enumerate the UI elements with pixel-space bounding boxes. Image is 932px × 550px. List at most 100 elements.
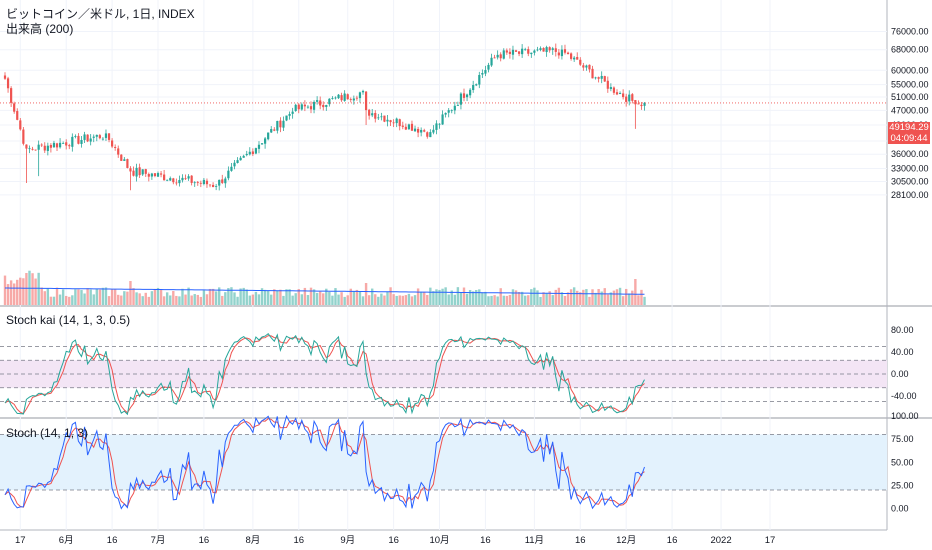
candle-body (294, 104, 297, 111)
candle-body (135, 167, 138, 177)
volume-bar (211, 288, 215, 305)
candle-body (22, 129, 25, 144)
volume-bar (221, 295, 224, 305)
candle-body (101, 138, 105, 140)
volume-bar (135, 292, 138, 305)
time-label: 17 (765, 535, 776, 546)
volume-bar (490, 295, 493, 305)
volume-bar (31, 273, 34, 305)
volume-bar (352, 291, 356, 305)
volume-bar (355, 289, 359, 305)
volume-bar (401, 295, 404, 305)
stoch-tick-label: 25.00 (891, 480, 914, 490)
volume-bar (3, 275, 7, 305)
volume-bar (640, 289, 643, 305)
volume-bar (444, 287, 447, 305)
symbol-title[interactable]: ビットコイン／米ドル, 1日, INDEX (6, 7, 195, 21)
volume-bar (288, 289, 291, 305)
stoch-kai-legend[interactable]: Stoch kai (14, 1, 3, 0.5) (6, 313, 131, 327)
countdown-tag: 04:09:44 (888, 133, 930, 144)
time-label: 8月 (245, 535, 260, 546)
candle-body (472, 85, 475, 91)
candle-body (521, 48, 524, 55)
time-label: 7月 (151, 535, 166, 546)
volume-bar (208, 288, 212, 305)
candle-body (383, 115, 386, 122)
stoch-tick-label: 100.00 (891, 411, 919, 421)
volume-bar (92, 294, 95, 305)
volume-bar (263, 289, 267, 305)
kai-tick-label: 80.00 (891, 325, 914, 335)
volume-bar (40, 287, 43, 305)
candle-body (40, 144, 43, 146)
volume-bar (566, 292, 570, 305)
volume-bar (603, 288, 606, 305)
volume-bar (609, 292, 613, 305)
volume-bar (481, 292, 484, 305)
candle-body (144, 169, 147, 174)
volume-bar (254, 291, 258, 305)
volume-bar (520, 291, 524, 305)
candle-body (435, 123, 438, 130)
candle-body (117, 148, 120, 155)
volume-legend[interactable]: 出来高 (200) (6, 22, 74, 36)
time-label: 16 (575, 535, 586, 546)
time-label: 11月 (525, 535, 544, 546)
candle-body (3, 75, 7, 79)
volume-bar (309, 287, 313, 305)
candle-body (141, 169, 144, 175)
volume-bar (389, 287, 392, 305)
time-label: 9月 (340, 535, 355, 546)
volume-bar (282, 295, 285, 305)
volume-bar (266, 290, 270, 305)
candle-body (306, 106, 310, 108)
candle-body (612, 87, 616, 93)
candle-body (637, 103, 640, 105)
candle-body (169, 178, 172, 181)
volume-bar (493, 295, 496, 305)
volume-bar (98, 289, 102, 305)
volume-bar (328, 291, 331, 305)
candle-body (163, 174, 166, 181)
volume-bar (569, 289, 573, 305)
volume-bar (349, 288, 352, 305)
volume-bar (276, 290, 279, 305)
candle-body (432, 129, 435, 133)
volume-bar (71, 295, 74, 305)
candle-body (25, 144, 28, 149)
candle-body (505, 50, 508, 53)
time-label: 2022 (710, 535, 731, 546)
volume-bar (511, 289, 515, 305)
stoch-legend[interactable]: Stoch (14, 1, 3) (6, 426, 89, 440)
candle-body (31, 148, 34, 150)
stoch-tick-label: 0.00 (891, 504, 909, 514)
candle-body (570, 53, 573, 59)
candle-body (478, 74, 481, 85)
volume-bar (450, 290, 453, 305)
candle-body (37, 144, 40, 150)
candle-body (496, 54, 499, 58)
volume-bar (456, 287, 460, 305)
candle-body (77, 135, 80, 144)
candle-body (248, 151, 251, 155)
candle-body (429, 132, 432, 138)
volume-bar (6, 284, 10, 305)
volume-bar (487, 296, 490, 305)
candle-body (68, 145, 71, 147)
volume-bar (621, 296, 625, 305)
volume-bar (123, 291, 126, 305)
volume-bar (306, 295, 310, 305)
volume-bar (279, 289, 282, 305)
volume-bar (585, 289, 588, 305)
volume-bar (554, 289, 557, 305)
volume-bar (224, 292, 227, 305)
volume-bar (600, 291, 603, 305)
volume-bar (165, 292, 169, 305)
volume-bar (303, 287, 307, 305)
volume-bar (435, 289, 438, 305)
time-label: 17 (15, 535, 26, 546)
candle-body (456, 105, 459, 106)
volume-bar (273, 289, 276, 305)
volume-bar (395, 295, 398, 305)
